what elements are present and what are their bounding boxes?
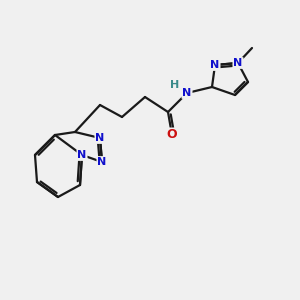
Text: N: N [182,88,192,98]
Text: H: H [170,80,180,90]
Text: O: O [167,128,177,142]
Text: N: N [77,150,87,160]
Text: N: N [233,58,243,68]
Text: N: N [98,157,106,167]
Text: N: N [210,60,220,70]
Text: N: N [95,133,105,143]
